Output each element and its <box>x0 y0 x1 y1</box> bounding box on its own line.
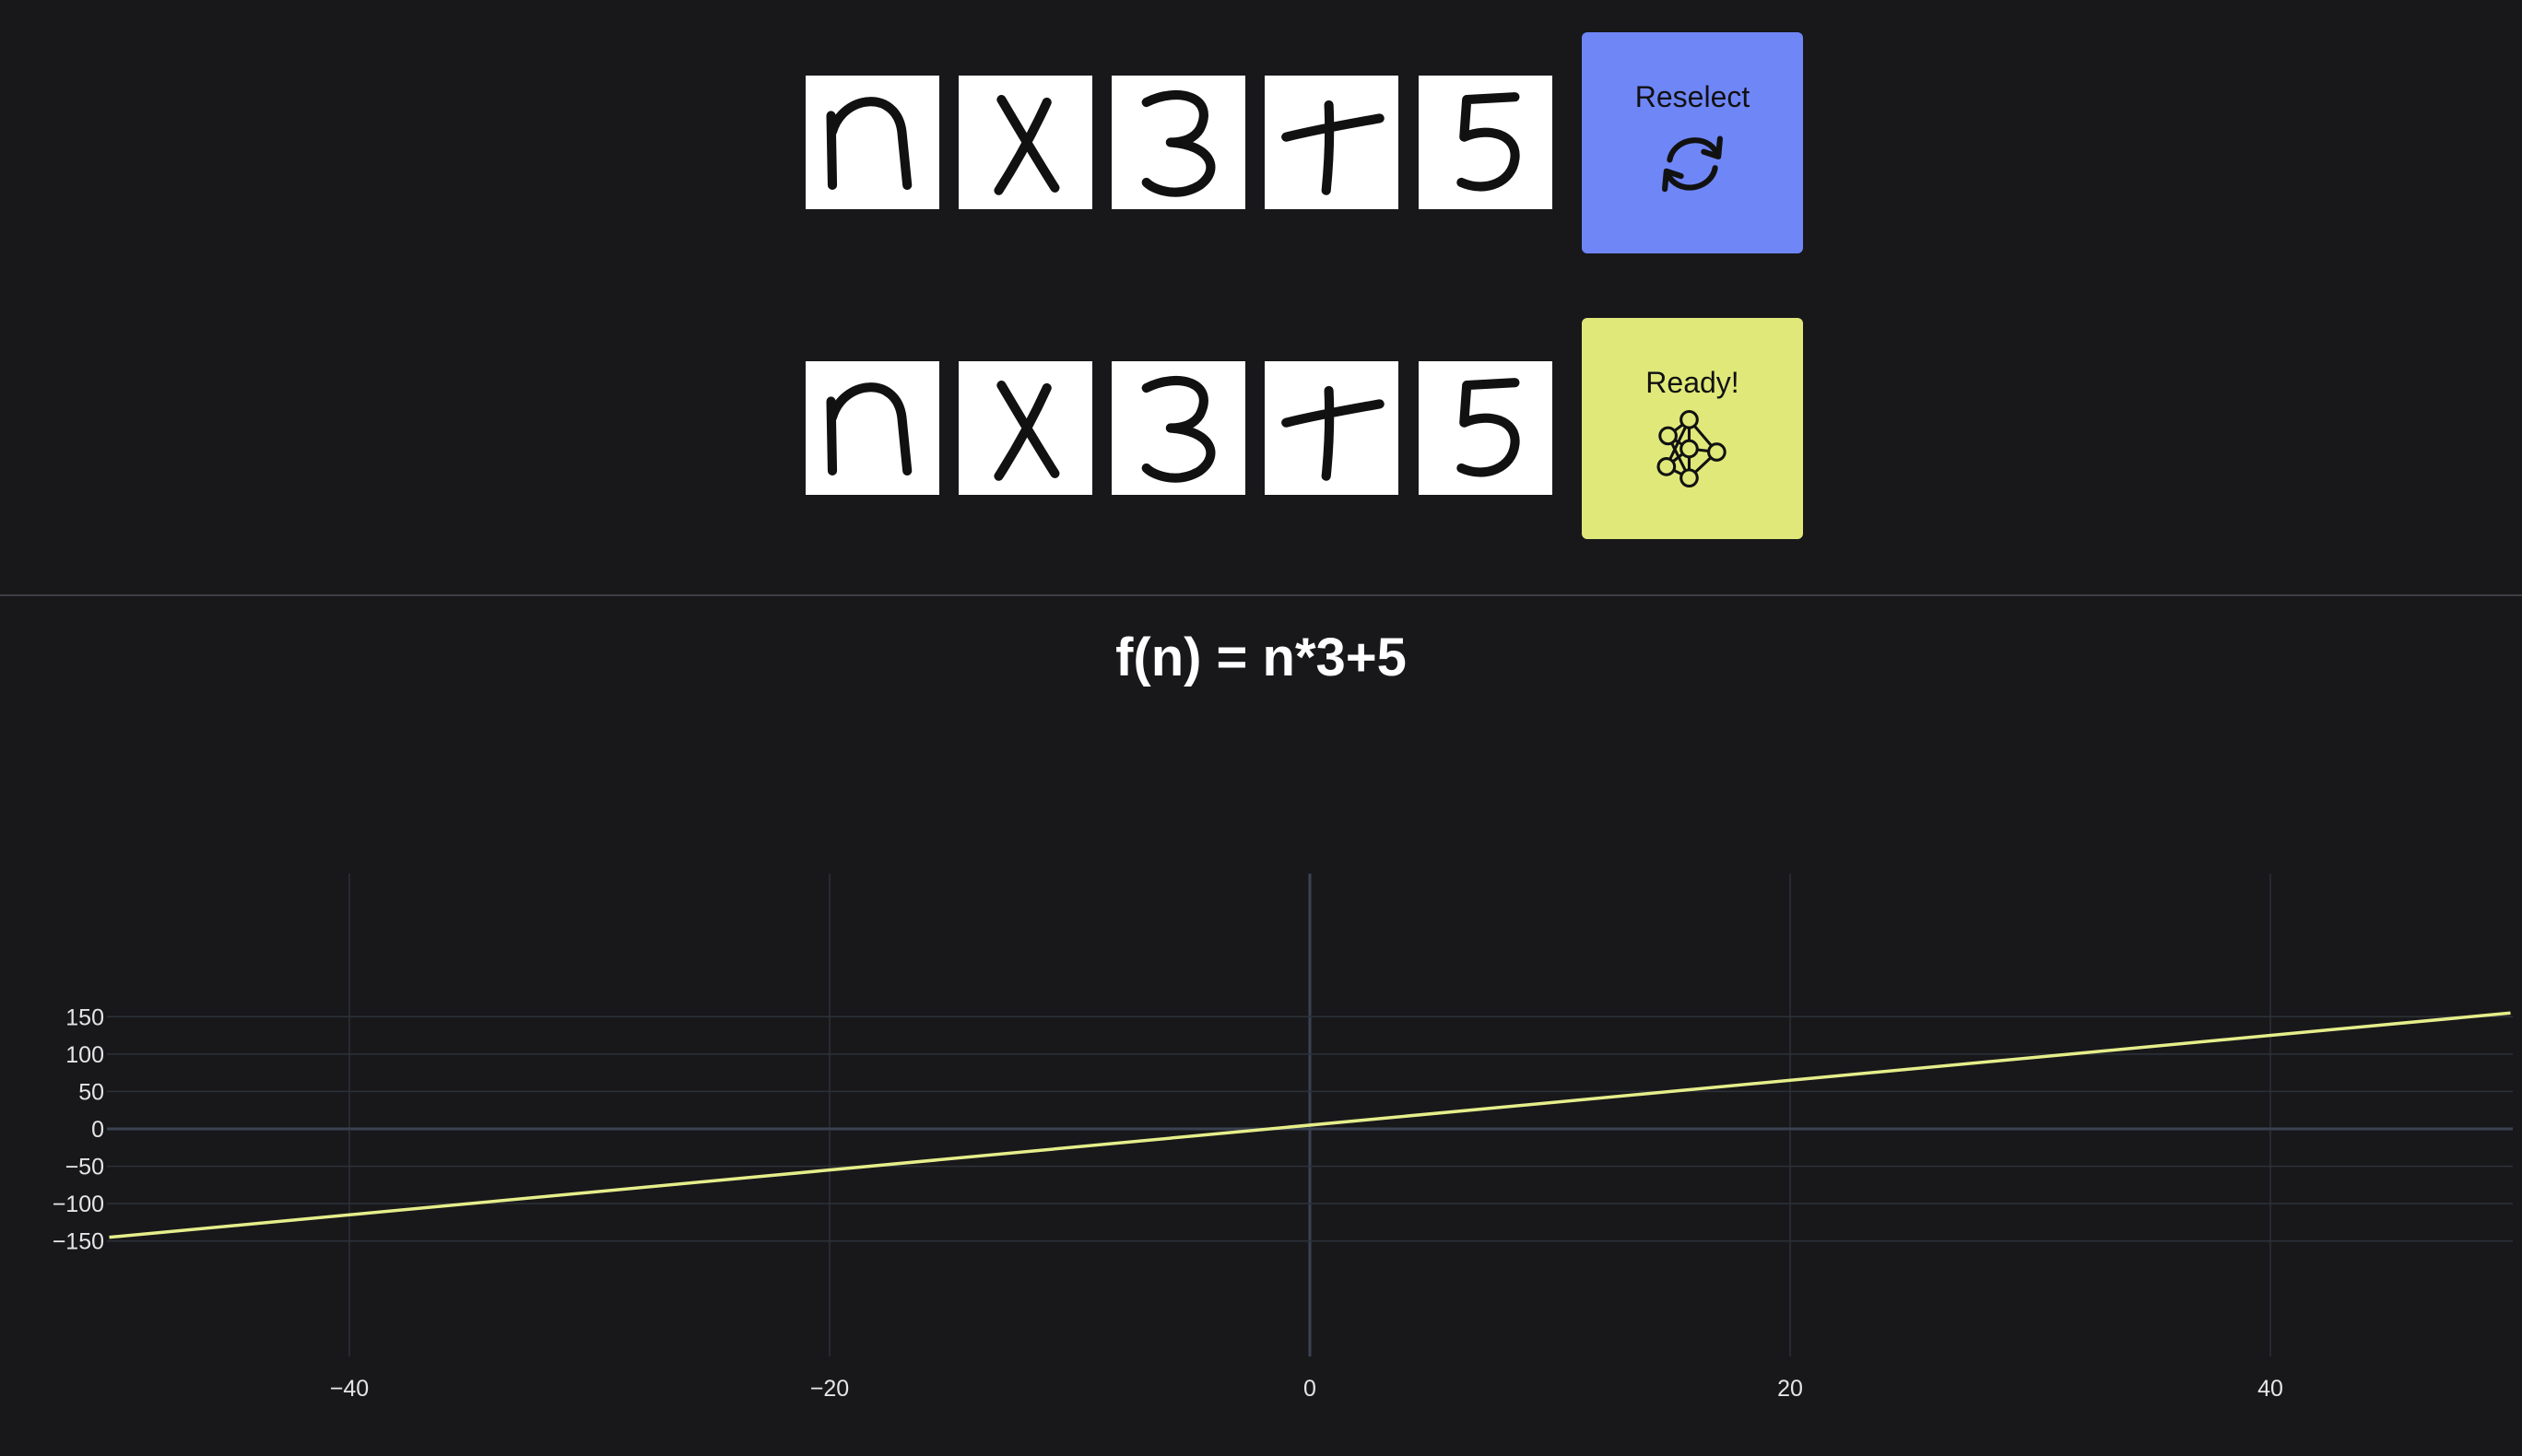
x-tick-label: 0 <box>1303 1376 1316 1401</box>
handwritten-5 <box>1456 92 1520 192</box>
digit-tile[interactable]: 5 <box>1419 76 1552 209</box>
section-divider <box>0 594 2522 596</box>
y-tick-label: 100 <box>65 1042 104 1068</box>
digit-tile[interactable]: 3 <box>1112 76 1245 209</box>
y-tick-label: 0 <box>91 1117 104 1143</box>
reselect-button[interactable]: Reselect <box>1582 32 1803 253</box>
handwritten-n <box>826 382 913 476</box>
reselect-label: Reselect <box>1634 80 1750 113</box>
refresh-icon <box>1652 123 1733 204</box>
handwritten-3 <box>1141 376 1216 483</box>
function-title: f(n) = n*3+5 <box>1115 628 1407 687</box>
digit-tile[interactable]: n <box>806 76 939 209</box>
y-tick-label: 150 <box>65 1004 104 1030</box>
y-tick-label: −50 <box>65 1155 104 1180</box>
parsed-row: n X 3 + 5 Ready! <box>0 286 2522 539</box>
handwritten-x <box>994 381 1060 481</box>
input-row: n X 3 + 5 Reselect <box>0 0 2522 253</box>
digit-tile: + <box>1265 361 1398 495</box>
series <box>109 1011 2511 1239</box>
digit-tile: 5 <box>1419 361 1552 495</box>
handwritten-x <box>994 95 1060 195</box>
digit-tile: 3 <box>1112 361 1245 495</box>
digit-tile: X <box>959 361 1092 495</box>
x-tick-label: 40 <box>2257 1376 2283 1401</box>
handwritten-plus <box>1281 385 1385 481</box>
handwritten-n <box>826 97 913 190</box>
ready-button[interactable]: Ready! <box>1582 318 1803 539</box>
function-plot[interactable]: −40 −20 0 20 40 150 100 50 0 −50 −100 −150 <box>0 866 2522 1401</box>
x-tick-label: −20 <box>810 1376 849 1401</box>
neural-network-icon <box>1652 408 1733 489</box>
handwritten-plus <box>1281 100 1385 195</box>
x-tick-label: −40 <box>330 1376 369 1401</box>
series-line <box>109 1011 2511 1239</box>
digit-tile[interactable]: X <box>959 76 1092 209</box>
tick-labels: −40 −20 0 20 40 150 100 50 0 −50 −100 −150 <box>53 1004 2283 1401</box>
y-tick-label: −100 <box>53 1192 104 1217</box>
handwritten-5 <box>1456 378 1520 477</box>
digit-tile: n <box>806 361 939 495</box>
ready-label: Ready! <box>1645 366 1739 399</box>
y-tick-label: 50 <box>78 1079 104 1105</box>
grid <box>107 874 2513 1356</box>
x-tick-label: 20 <box>1777 1376 1803 1401</box>
handwritten-3 <box>1141 90 1216 197</box>
y-tick-label: −150 <box>53 1229 104 1255</box>
digit-tile[interactable]: + <box>1265 76 1398 209</box>
